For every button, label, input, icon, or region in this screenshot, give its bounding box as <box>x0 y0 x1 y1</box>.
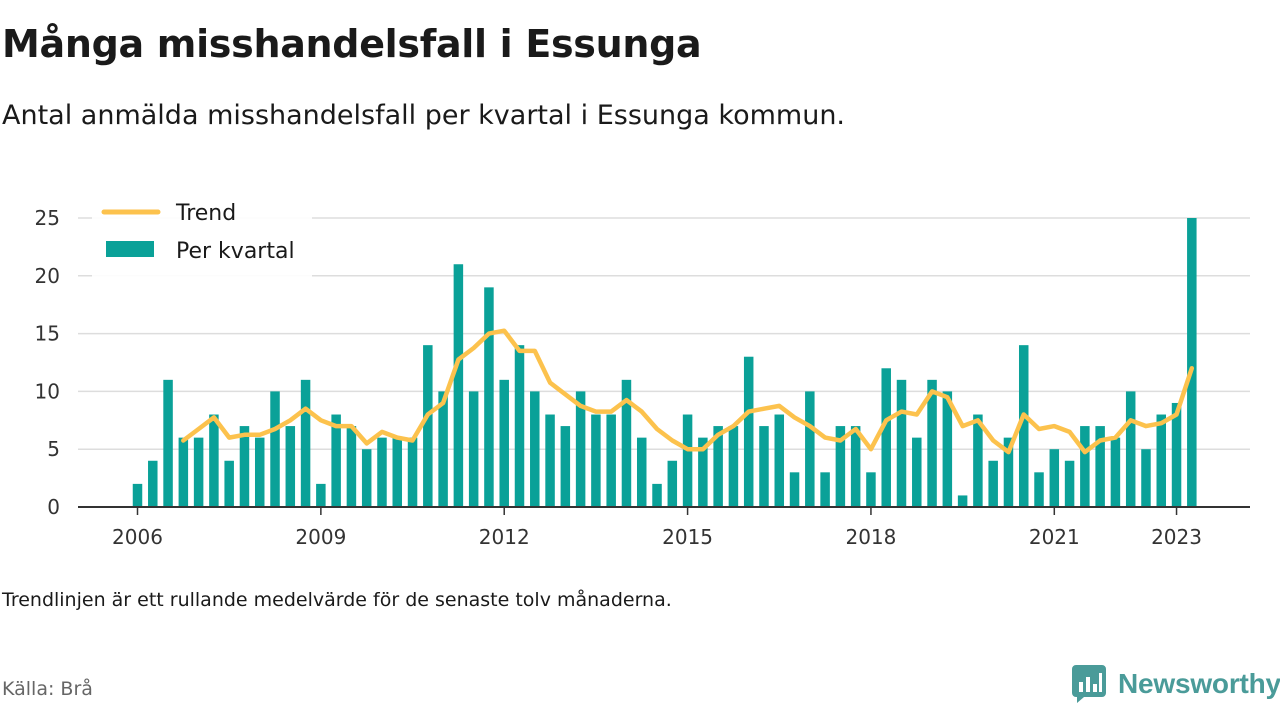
chart-subtitle: Antal anmälda misshandelsfall per kvarta… <box>2 100 846 131</box>
bar <box>866 472 876 507</box>
bar <box>743 356 754 507</box>
bar <box>805 391 815 507</box>
bar <box>698 437 708 507</box>
bar <box>1080 426 1090 507</box>
bar <box>973 414 983 507</box>
y-tick-label: 0 <box>47 495 60 519</box>
bar <box>1064 460 1075 507</box>
legend-bar-label: Per kvartal <box>176 239 295 264</box>
x-tick-label: 2018 <box>845 525 896 549</box>
trend-series <box>181 328 1195 455</box>
trend-note: Trendlinjen är ett rullande medelvärde f… <box>2 589 672 611</box>
bar <box>621 379 632 507</box>
bar <box>988 460 998 507</box>
bar <box>667 460 678 507</box>
bar <box>1018 345 1029 507</box>
bar <box>148 460 158 507</box>
bar <box>1003 437 1014 507</box>
bar <box>835 426 846 507</box>
bar <box>652 483 662 507</box>
bar <box>346 426 357 507</box>
bar <box>1141 449 1151 507</box>
bar <box>331 414 341 507</box>
bar <box>636 437 647 507</box>
bar <box>239 426 250 507</box>
bar <box>178 437 189 507</box>
bar <box>163 379 173 507</box>
bar <box>270 391 280 507</box>
bar <box>591 414 601 507</box>
bar <box>407 437 418 507</box>
bar <box>927 379 937 507</box>
bar <box>850 426 861 507</box>
x-tick-label: 2023 <box>1151 525 1202 549</box>
bar <box>423 345 433 507</box>
bar <box>514 345 525 507</box>
brand-logo: Newsworthy <box>1072 665 1280 703</box>
x-tick-label: 2021 <box>1029 525 1080 549</box>
bar <box>209 414 219 507</box>
bar <box>224 460 234 507</box>
bar <box>1095 426 1105 507</box>
bar <box>789 472 800 507</box>
bar <box>942 391 953 507</box>
axes: 0 5 10 15 20 25 2006 2009 2012 2015 2018 2021 2023 <box>35 206 1250 549</box>
bar <box>1156 414 1167 507</box>
y-tick-label: 20 <box>35 264 60 288</box>
bar <box>361 449 372 507</box>
bar <box>530 391 540 507</box>
bar <box>1110 437 1121 507</box>
chart: 0 5 10 15 20 25 2006 2009 2012 2015 2018 2021 2023 T… <box>35 197 1250 549</box>
bar <box>896 379 907 507</box>
bar <box>713 426 723 507</box>
y-tick-label: 15 <box>35 322 60 346</box>
bar <box>285 426 296 507</box>
bar <box>545 414 555 507</box>
bar <box>1049 449 1060 507</box>
newsworthy-icon <box>1072 665 1106 703</box>
bar <box>438 391 448 507</box>
bar <box>560 426 571 507</box>
bar <box>453 264 464 507</box>
x-tick-label: 2015 <box>662 525 713 549</box>
bar <box>759 426 769 507</box>
source-label: Källa: Brå <box>2 678 93 700</box>
bar <box>774 414 785 507</box>
bar <box>1125 391 1136 507</box>
bar <box>468 391 479 507</box>
bar <box>957 495 968 507</box>
bar <box>377 437 387 507</box>
bar <box>392 437 403 507</box>
legend-trend-label: Trend <box>175 201 236 226</box>
bar <box>1034 472 1044 507</box>
bar <box>1171 402 1182 507</box>
chart-title: Många misshandelsfall i Essunga <box>2 22 702 66</box>
y-tick-label: 10 <box>35 379 60 403</box>
bar <box>316 483 326 507</box>
bar <box>912 437 922 507</box>
bar <box>484 287 494 507</box>
brand-name: Newsworthy <box>1118 668 1280 699</box>
bar <box>499 379 509 507</box>
y-tick-label: 25 <box>35 206 60 230</box>
bar <box>193 437 204 507</box>
bar <box>881 368 891 507</box>
legend: Trend Per kvartal <box>92 197 312 283</box>
bar <box>1187 218 1197 507</box>
bar <box>820 472 830 507</box>
x-tick-label: 2012 <box>479 525 530 549</box>
bar <box>300 379 311 507</box>
bar <box>132 483 143 507</box>
y-tick-label: 5 <box>47 437 60 461</box>
trend-line <box>181 328 1195 455</box>
bar-series-per-kvartal <box>132 218 1197 507</box>
bar <box>728 426 739 507</box>
bar <box>254 437 265 507</box>
legend-bar-swatch <box>106 241 154 257</box>
x-tick-label: 2009 <box>295 525 346 549</box>
x-tick-label: 2006 <box>112 525 163 549</box>
bar <box>606 414 616 507</box>
bar <box>575 391 586 507</box>
bar <box>682 414 693 507</box>
